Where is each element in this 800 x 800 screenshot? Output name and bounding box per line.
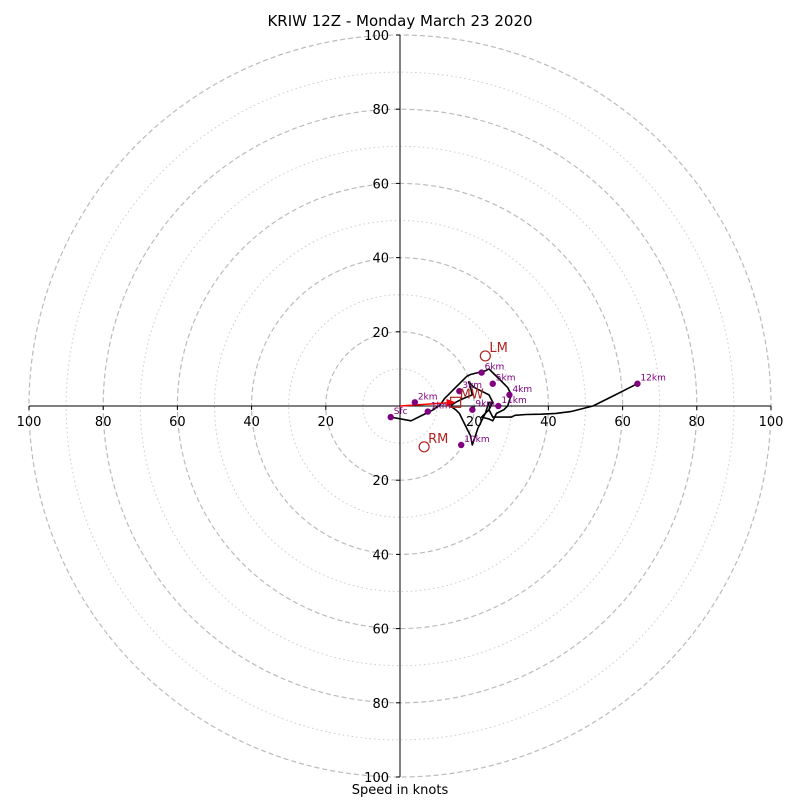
height-point-9km bbox=[469, 406, 476, 413]
height-point-4km bbox=[506, 391, 513, 399]
y-tick-label: 60 bbox=[372, 623, 389, 638]
y-tick-label: 40 bbox=[372, 252, 389, 267]
storm-motion-markers: LM RM MW bbox=[418, 341, 508, 453]
storm-marker-RM bbox=[418, 441, 430, 453]
height-point-11km bbox=[495, 402, 502, 410]
storm-label-LM: LM bbox=[489, 341, 507, 356]
y-tick-label: 80 bbox=[372, 103, 389, 118]
y-tick-label: 100 bbox=[364, 771, 389, 786]
height-label-3km: 3km bbox=[462, 381, 482, 391]
height-label-4km: 4km bbox=[512, 385, 532, 395]
height-point-Sfc bbox=[387, 413, 394, 421]
tick-labels: 100 80 60 40 20 20 40 60 80 100100806040202040608… bbox=[17, 29, 784, 786]
y-tick-label: 40 bbox=[372, 548, 389, 563]
x-tick-label: 100 bbox=[17, 415, 42, 430]
x-tick-label: 40 bbox=[540, 415, 557, 430]
height-label-6km: 6km bbox=[485, 363, 505, 373]
storm-marker-LM bbox=[479, 350, 491, 362]
height-label-9km: 9km bbox=[475, 400, 495, 410]
x-tick-label: 100 bbox=[759, 415, 784, 430]
x-tick-label: 80 bbox=[689, 415, 706, 430]
storm-marker-MW bbox=[450, 396, 462, 408]
x-tick-label: 20 bbox=[318, 415, 335, 430]
height-point-12km bbox=[634, 380, 641, 387]
x-axis-label: Speed in knots bbox=[351, 783, 449, 798]
y-tick-label: 60 bbox=[372, 177, 389, 192]
height-label-Sfc: Sfc bbox=[394, 407, 408, 417]
height-point-3km bbox=[456, 387, 463, 395]
x-tick-label: 80 bbox=[95, 415, 112, 430]
height-point-1km bbox=[424, 408, 432, 415]
height-label-5km: 5km bbox=[496, 374, 516, 384]
hodograph-line bbox=[390, 368, 638, 446]
height-point-6km bbox=[478, 369, 485, 376]
x-tick-label: 60 bbox=[169, 415, 186, 430]
hodograph-trace bbox=[390, 368, 638, 446]
storm-label-RM: RM bbox=[428, 432, 448, 447]
storm-label-MW: MW bbox=[460, 387, 484, 402]
height-point-10km bbox=[458, 441, 465, 449]
height-label-2km: 2km bbox=[418, 392, 438, 402]
y-tick-label: 20 bbox=[372, 474, 389, 489]
x-tick-label: 40 bbox=[243, 415, 260, 430]
height-label-10km: 10km bbox=[464, 435, 489, 445]
height-label-1km: 1km bbox=[431, 402, 451, 412]
height-point-2km bbox=[411, 399, 419, 406]
height-point-5km bbox=[489, 380, 496, 387]
y-tick-label: 80 bbox=[372, 697, 389, 712]
y-tick-label: 100 bbox=[364, 29, 389, 44]
chart-title: KRIW 12Z - Monday March 23 2020 bbox=[267, 12, 533, 30]
height-label-12km: 12km bbox=[640, 374, 665, 384]
x-tick-label: 60 bbox=[614, 415, 631, 430]
y-tick-label: 20 bbox=[372, 326, 389, 341]
mean-wind-arrow bbox=[399, 402, 447, 407]
height-label-11km: 11km bbox=[501, 396, 526, 406]
